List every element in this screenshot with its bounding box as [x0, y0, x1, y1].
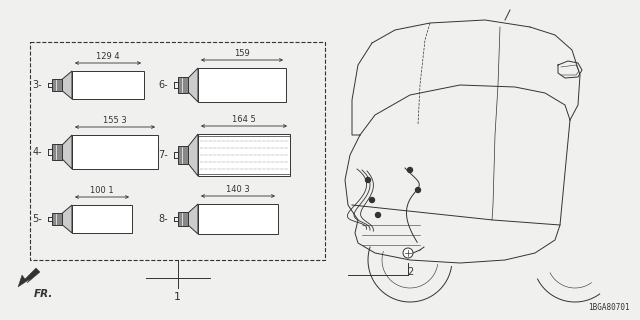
Text: 2: 2 [407, 267, 413, 277]
Bar [52, 144, 62, 160]
Text: 129 4: 129 4 [96, 52, 120, 61]
Text: 7-: 7- [158, 150, 168, 160]
Text: 100 1: 100 1 [90, 186, 114, 195]
Text: 5-: 5- [32, 214, 42, 224]
Text: 1: 1 [174, 292, 181, 302]
Bar [72, 135, 158, 169]
Text: 4-: 4- [33, 147, 42, 157]
Circle shape [403, 248, 413, 258]
Bar [198, 204, 278, 234]
Text: 6-: 6- [158, 80, 168, 90]
Circle shape [376, 212, 381, 218]
Bar [52, 79, 62, 91]
Text: 3-: 3- [33, 80, 42, 90]
Polygon shape [62, 135, 72, 169]
Circle shape [369, 197, 374, 203]
Text: FR.: FR. [34, 289, 53, 299]
Polygon shape [188, 204, 198, 234]
Bar [72, 205, 132, 233]
Bar [30, 42, 325, 260]
Polygon shape [188, 134, 198, 176]
Circle shape [365, 178, 371, 182]
Circle shape [408, 167, 413, 172]
Circle shape [415, 188, 420, 193]
Bar [178, 77, 188, 93]
Polygon shape [62, 71, 72, 99]
Text: 159: 159 [234, 49, 250, 58]
Bar [52, 213, 62, 225]
Bar [178, 212, 188, 226]
Bar [178, 146, 188, 164]
Text: 1BGA80701: 1BGA80701 [588, 303, 630, 312]
Bar [72, 71, 144, 99]
Bar [198, 134, 290, 176]
Polygon shape [188, 68, 198, 102]
Text: 164 5: 164 5 [232, 115, 256, 124]
Polygon shape [18, 268, 40, 287]
Polygon shape [62, 205, 72, 233]
Bar [198, 68, 286, 102]
Text: 140 3: 140 3 [226, 185, 250, 194]
Text: 8-: 8- [158, 214, 168, 224]
Text: 155 3: 155 3 [103, 116, 127, 125]
